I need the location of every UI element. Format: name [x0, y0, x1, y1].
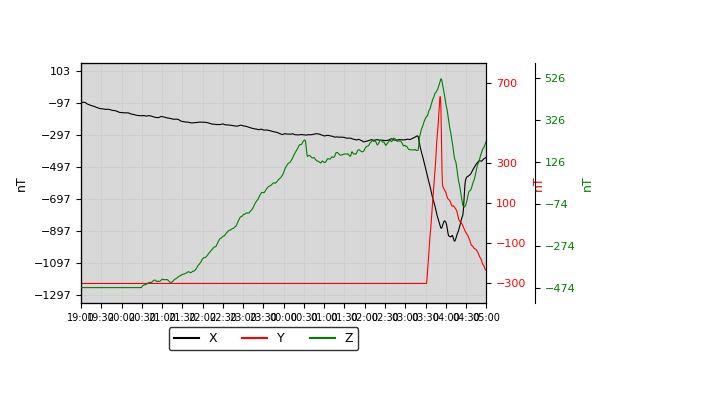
Text: Kiruna magnetogram 2012-04-24 04:46:55, Last 9 hours, UTC: Kiruna magnetogram 2012-04-24 04:46:55, …	[7, 18, 528, 34]
Y-axis label: nT: nT	[532, 176, 545, 191]
Y-axis label: nT: nT	[581, 176, 594, 191]
Y-axis label: nT: nT	[15, 176, 28, 191]
Legend: X, Y, Z: X, Y, Z	[169, 327, 358, 350]
